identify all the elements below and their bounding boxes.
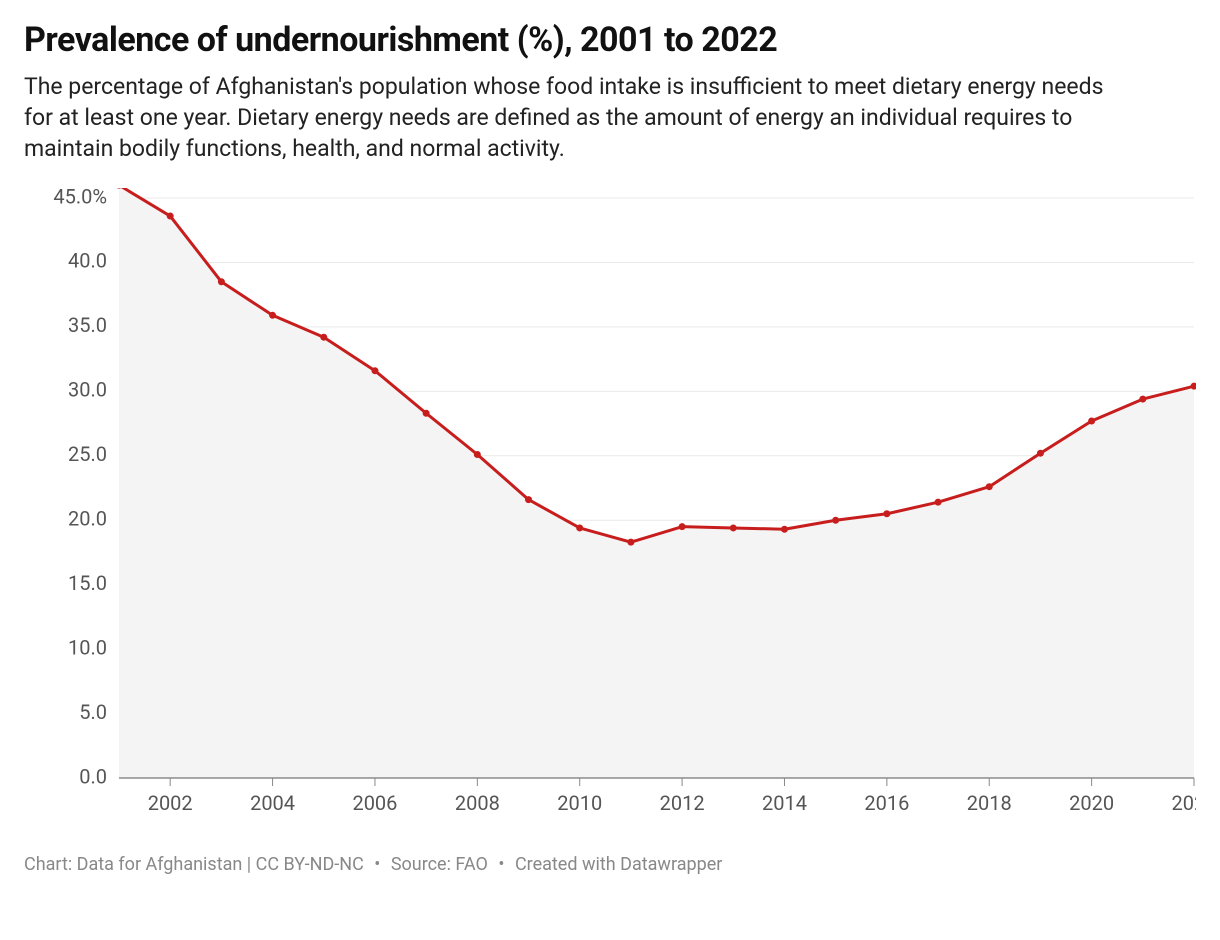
series-marker bbox=[576, 524, 583, 531]
y-tick-label: 35.0 bbox=[68, 313, 107, 337]
x-tick-label: 2014 bbox=[762, 791, 807, 815]
series-marker bbox=[371, 367, 378, 374]
chart-footer: Chart: Data for Afghanistan | CC BY-ND-N… bbox=[24, 854, 1196, 875]
y-tick-label: 10.0 bbox=[68, 635, 107, 659]
y-tick-label: 20.0 bbox=[68, 506, 107, 530]
y-tick-label: 25.0 bbox=[68, 442, 107, 466]
x-tick-label: 2018 bbox=[967, 791, 1012, 815]
chart-area: 0.0 5.0 10.0 15.0 20.0 25.0 30.0 35.0 40.0 45.0% 2… bbox=[24, 188, 1196, 838]
y-tick-label: 15.0 bbox=[68, 571, 107, 595]
y-tick-label: 40.0 bbox=[68, 249, 107, 273]
series-marker bbox=[1088, 417, 1095, 424]
series-area bbox=[119, 188, 1194, 778]
series-marker bbox=[730, 524, 737, 531]
footer-separator: • bbox=[498, 854, 504, 875]
footer-attribution: Chart: Data for Afghanistan | CC BY-ND-N… bbox=[24, 854, 364, 875]
y-tick-label: 0.0 bbox=[79, 764, 107, 788]
line-chart-svg: 0.0 5.0 10.0 15.0 20.0 25.0 30.0 35.0 40.0 45.0% 2… bbox=[24, 188, 1196, 838]
series-marker bbox=[269, 312, 276, 319]
footer-separator: • bbox=[374, 854, 380, 875]
chart-title: Prevalence of undernourishment (%), 2001… bbox=[24, 20, 1196, 61]
series-marker bbox=[986, 483, 993, 490]
y-tick-label: 45.0% bbox=[53, 188, 107, 208]
series-marker bbox=[423, 410, 430, 417]
x-tick-label: 2010 bbox=[557, 791, 602, 815]
series-marker bbox=[218, 278, 225, 285]
x-tick-label: 2008 bbox=[455, 791, 500, 815]
series-marker bbox=[935, 499, 942, 506]
y-tick-label: 30.0 bbox=[68, 378, 107, 402]
series-marker bbox=[525, 496, 532, 503]
x-tick-label: 2002 bbox=[148, 791, 193, 815]
series-marker bbox=[832, 517, 839, 524]
x-tick-label: 2012 bbox=[660, 791, 705, 815]
x-tick-label: 2020 bbox=[1069, 791, 1114, 815]
series-marker bbox=[627, 539, 634, 546]
series-marker bbox=[474, 451, 481, 458]
series-marker bbox=[679, 523, 686, 530]
x-tick-label: 2022 bbox=[1172, 791, 1196, 815]
x-tick-label: 2004 bbox=[250, 791, 295, 815]
y-tick-label: 5.0 bbox=[79, 700, 107, 724]
series-marker bbox=[320, 334, 327, 341]
x-tick-label: 2016 bbox=[864, 791, 909, 815]
chart-subtitle: The percentage of Afghanistan's populati… bbox=[24, 71, 1124, 164]
series-marker bbox=[883, 510, 890, 517]
footer-created: Created with Datawrapper bbox=[515, 854, 722, 875]
series-marker bbox=[1139, 396, 1146, 403]
series-marker bbox=[1037, 450, 1044, 457]
footer-source: Source: FAO bbox=[391, 854, 488, 875]
series-marker bbox=[781, 526, 788, 533]
series-marker bbox=[167, 212, 174, 219]
x-tick-label: 2006 bbox=[352, 791, 397, 815]
